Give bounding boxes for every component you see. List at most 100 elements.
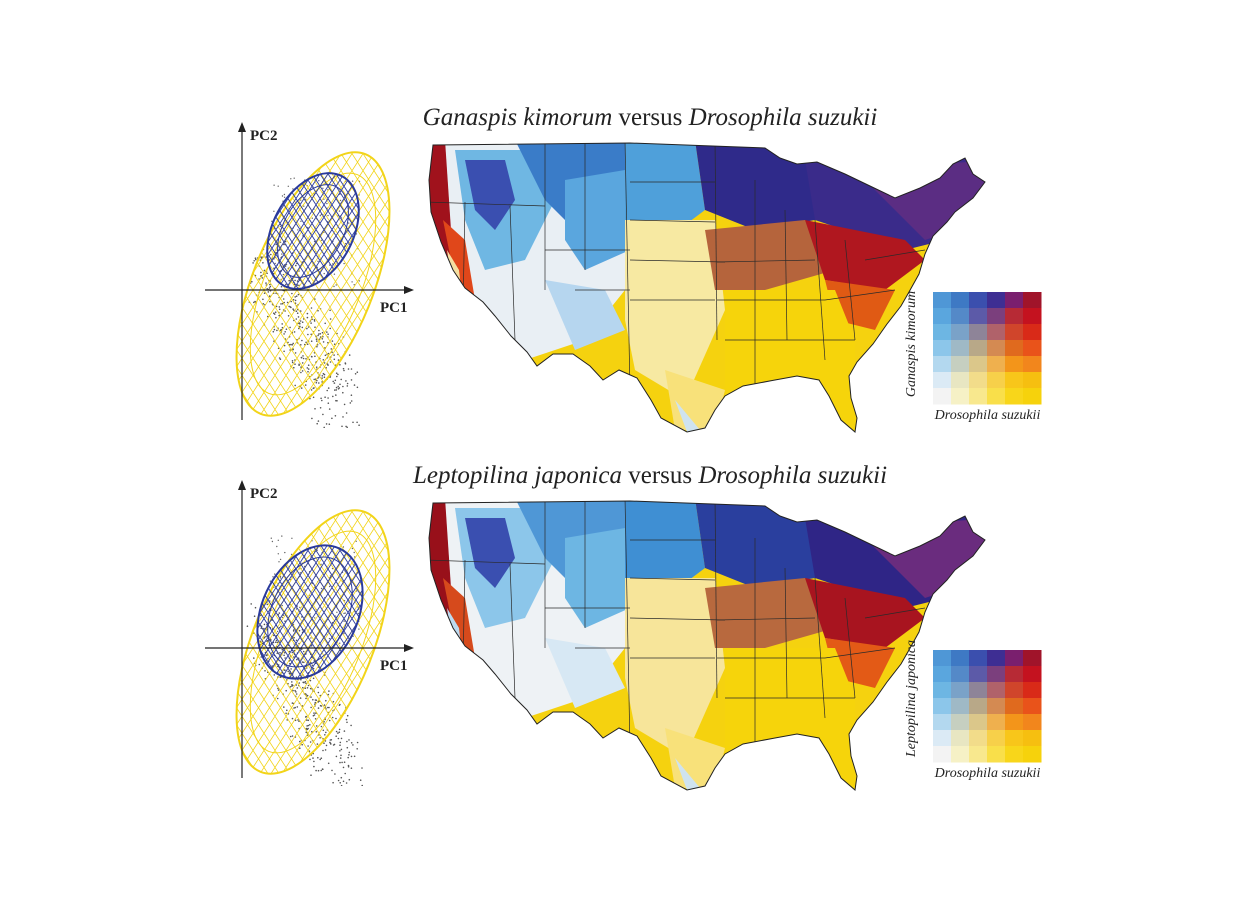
title-parasitoid: Leptopilina japonica: [412, 462, 622, 489]
legend-cell: [1023, 666, 1042, 683]
legend-cell: [951, 324, 970, 341]
legend-cell: [1005, 324, 1024, 341]
bivariate-legend: [933, 650, 1042, 763]
legend-cell: [951, 372, 970, 389]
legend-cell: [951, 340, 970, 357]
pc2-axis-label: PC2: [250, 486, 278, 502]
legend-cell: [951, 666, 970, 683]
legend-cell: [987, 714, 1006, 731]
panel-title: Leptopilina japonica versus Drosophila s…: [400, 462, 900, 490]
bivariate-suitability-map: [428, 142, 986, 433]
state-borders: [429, 501, 926, 749]
legend-cell: [1023, 388, 1042, 405]
legend-cell: [987, 324, 1006, 341]
legend-cell: [987, 308, 1006, 325]
legend-cell: [933, 372, 952, 389]
legend-cell: [969, 714, 988, 731]
legend-cell: [969, 356, 988, 373]
legend-cell: [951, 292, 970, 309]
bivariate-legend: [933, 292, 1042, 405]
legend-cell: [1005, 308, 1024, 325]
pc1-axis-label: PC1: [380, 300, 408, 316]
state-borders: [429, 143, 926, 391]
legend-cell: [1023, 714, 1042, 731]
legend-cell: [933, 714, 952, 731]
legend-cell: [969, 372, 988, 389]
legend-cell: [1023, 682, 1042, 699]
title-host: Drosophila suzukii: [688, 104, 878, 131]
legend-cell: [969, 650, 988, 667]
legend-cell: [1005, 682, 1024, 699]
legend-cell: [987, 746, 1006, 763]
legend-cell: [969, 666, 988, 683]
legend-cell: [951, 746, 970, 763]
legend-x-label: Drosophila suzukii: [934, 408, 1041, 423]
legend-cell: [987, 730, 1006, 747]
legend-cell: [969, 682, 988, 699]
legend-cell: [969, 730, 988, 747]
legend-cell: [933, 388, 952, 405]
parasitoid-niche-ellipse: [236, 528, 384, 696]
legend-cell: [987, 682, 1006, 699]
legend-cell: [1005, 372, 1024, 389]
pca-niche-plot: PC2 PC1: [204, 480, 420, 786]
legend-cell: [969, 308, 988, 325]
legend-cell: [969, 388, 988, 405]
legend-cell: [933, 682, 952, 699]
legend-cell: [933, 356, 952, 373]
legend-cell: [987, 356, 1006, 373]
legend-cell: [1023, 356, 1042, 373]
legend-cell: [951, 682, 970, 699]
legend-cell: [933, 666, 952, 683]
legend-cell: [1005, 730, 1024, 747]
legend-cell: [1005, 388, 1024, 405]
legend-cell: [1023, 308, 1042, 325]
title-versus: versus: [612, 104, 689, 131]
legend-cell: [969, 698, 988, 715]
legend-cell: [951, 698, 970, 715]
legend-cell: [987, 388, 1006, 405]
pca-niche-plot: PC2 PC1: [204, 122, 420, 428]
parasitoid-niche-ellipse: [248, 157, 378, 305]
host-niche-ellipse: [204, 489, 420, 786]
legend-cell: [987, 698, 1006, 715]
title-versus: versus: [621, 462, 699, 489]
legend-cell: [1023, 324, 1042, 341]
legend-cell: [951, 388, 970, 405]
legend-cell: [933, 292, 952, 309]
legend-cell: [987, 650, 1006, 667]
map-fill: [429, 143, 985, 432]
legend-cell: [987, 292, 1006, 309]
legend-grid: [933, 292, 1042, 405]
legend-cell: [933, 730, 952, 747]
legend-cell: [1023, 698, 1042, 715]
pca-axes: [205, 480, 414, 778]
figure-panel-bottom: Leptopilina japonica versus Drosophila s…: [0, 458, 1250, 818]
title-parasitoid: Ganaspis kimorum: [422, 104, 613, 131]
legend-cell: [987, 372, 1006, 389]
legend-cell: [1023, 372, 1042, 389]
legend-cell: [1005, 356, 1024, 373]
legend-cell: [951, 730, 970, 747]
legend-cell: [933, 308, 952, 325]
pc2-axis-label: PC2: [250, 128, 278, 144]
legend-cell: [951, 308, 970, 325]
legend-cell: [951, 356, 970, 373]
legend-cell: [1005, 650, 1024, 667]
legend-cell: [1005, 714, 1024, 731]
legend-cell: [951, 714, 970, 731]
us-outline: [428, 500, 986, 791]
legend-y-label: Ganaspis kimorum: [904, 290, 919, 398]
pc1-axis-label: PC1: [380, 658, 408, 674]
legend-cell: [933, 324, 952, 341]
legend-cell: [1005, 666, 1024, 683]
legend-cell: [1005, 698, 1024, 715]
legend-cell: [933, 698, 952, 715]
figure-panel-top: Ganaspis kimorum versus Drosophila suzuk…: [0, 100, 1250, 460]
legend-cell: [969, 746, 988, 763]
legend-cell: [1023, 340, 1042, 357]
legend-cell: [1005, 746, 1024, 763]
host-niche-ellipse: [204, 131, 420, 428]
legend-x-label: Drosophila suzukii: [934, 766, 1041, 781]
us-outline: [428, 142, 986, 433]
